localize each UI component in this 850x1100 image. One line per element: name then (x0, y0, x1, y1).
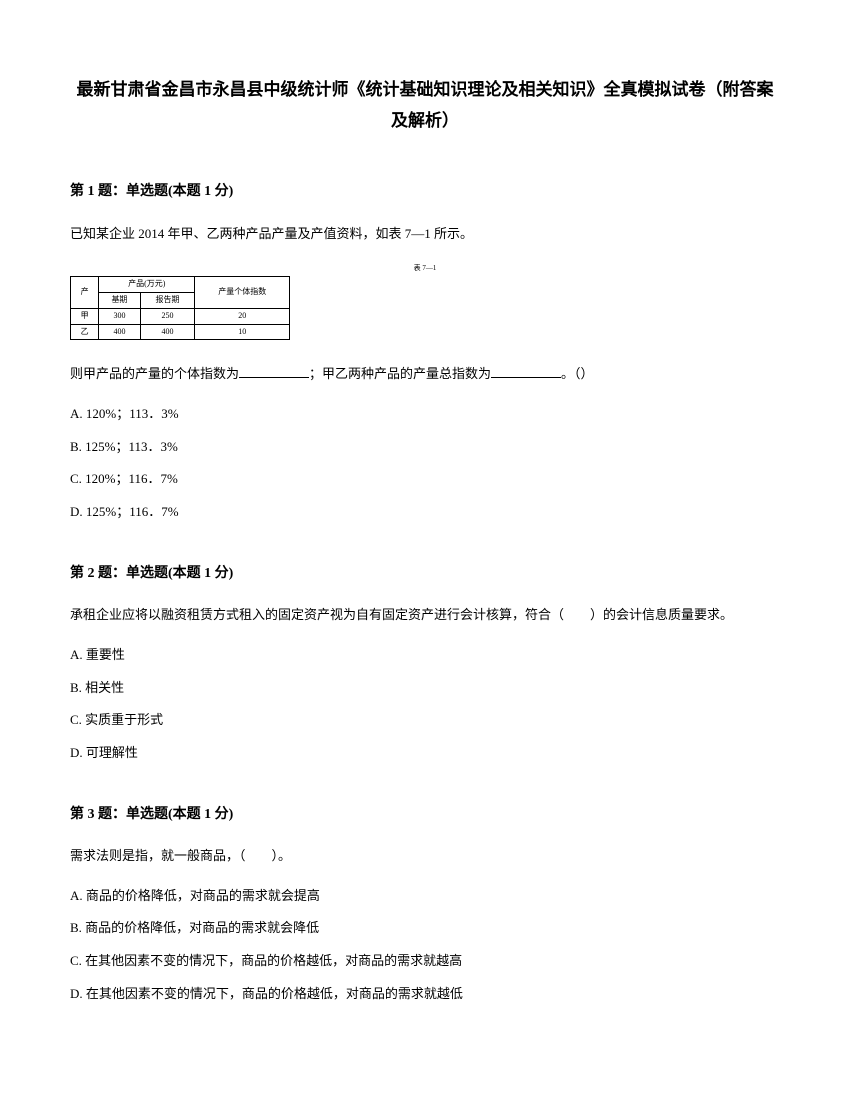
q1-option-d: D. 125%；116．7% (70, 502, 780, 523)
followup-part3: 。（） (561, 366, 594, 381)
data-table: 产 产品(万元) 产量个体指数 基期 报告期 甲 300 250 20 乙 40… (70, 276, 290, 340)
q1-option-b: B. 125%；113．3% (70, 437, 780, 458)
col-product: 产 (71, 277, 99, 309)
question-1-followup: 则甲产品的产量的个体指数为 ；甲乙两种产品的产量总指数为 。（） (70, 362, 780, 385)
table-header-row1: 产 产品(万元) 产量个体指数 (71, 277, 290, 293)
col-value: 产量个体指数 (195, 277, 290, 309)
q3-option-b: B. 商品的价格降低，对商品的需求就会降低 (70, 918, 780, 939)
document-title: 最新甘肃省金昌市永昌县中级统计师《统计基础知识理论及相关知识》全真模拟试卷（附答… (70, 75, 780, 136)
question-1-table-wrapper: 表 7—1 产 产品(万元) 产量个体指数 基期 报告期 甲 300 250 2… (70, 263, 780, 340)
question-3-text: 需求法则是指，就一般商品，（ ）。 (70, 844, 780, 867)
q1-option-a: A. 120%；113．3% (70, 404, 780, 425)
cell-value-2: 10 (195, 324, 290, 340)
blank-1 (239, 364, 309, 378)
col-base: 基期 (99, 292, 140, 308)
question-1-intro: 已知某企业 2014 年甲、乙两种产品产量及产值资料，如表 7—1 所示。 (70, 222, 780, 245)
question-1-header: 第 1 题：单选题(本题 1 分) (70, 181, 780, 203)
q3-option-a: A. 商品的价格降低，对商品的需求就会提高 (70, 886, 780, 907)
col-group: 产品(万元) (99, 277, 195, 293)
q2-option-c: C. 实质重于形式 (70, 710, 780, 731)
q1-option-c: C. 120%；116．7% (70, 469, 780, 490)
cell-product-1: 甲 (71, 308, 99, 324)
col-report: 报告期 (140, 292, 195, 308)
question-1: 第 1 题：单选题(本题 1 分) 已知某企业 2014 年甲、乙两种产品产量及… (70, 181, 780, 523)
cell-base-1: 300 (99, 308, 140, 324)
cell-report-2: 400 (140, 324, 195, 340)
q2-option-d: D. 可理解性 (70, 743, 780, 764)
question-2: 第 2 题：单选题(本题 1 分) 承租企业应将以融资租赁方式租入的固定资产视为… (70, 563, 780, 764)
followup-part1: 则甲产品的产量的个体指数为 (70, 366, 239, 381)
blank-2 (491, 364, 561, 378)
followup-part2: ；甲乙两种产品的产量总指数为 (309, 366, 491, 381)
q2-option-a: A. 重要性 (70, 645, 780, 666)
table-row-1: 甲 300 250 20 (71, 308, 290, 324)
cell-base-2: 400 (99, 324, 140, 340)
q2-option-b: B. 相关性 (70, 678, 780, 699)
q3-option-c: C. 在其他因素不变的情况下，商品的价格越低，对商品的需求就越高 (70, 951, 780, 972)
cell-value-1: 20 (195, 308, 290, 324)
cell-report-1: 250 (140, 308, 195, 324)
question-2-header: 第 2 题：单选题(本题 1 分) (70, 563, 780, 585)
question-3-header: 第 3 题：单选题(本题 1 分) (70, 804, 780, 826)
q3-option-d: D. 在其他因素不变的情况下，商品的价格越低，对商品的需求就越低 (70, 984, 780, 1005)
question-3: 第 3 题：单选题(本题 1 分) 需求法则是指，就一般商品，（ ）。 A. 商… (70, 804, 780, 1005)
table-caption: 表 7—1 (70, 263, 780, 274)
cell-product-2: 乙 (71, 324, 99, 340)
table-row-2: 乙 400 400 10 (71, 324, 290, 340)
question-2-text: 承租企业应将以融资租赁方式租入的固定资产视为自有固定资产进行会计核算，符合（ ）… (70, 603, 780, 626)
